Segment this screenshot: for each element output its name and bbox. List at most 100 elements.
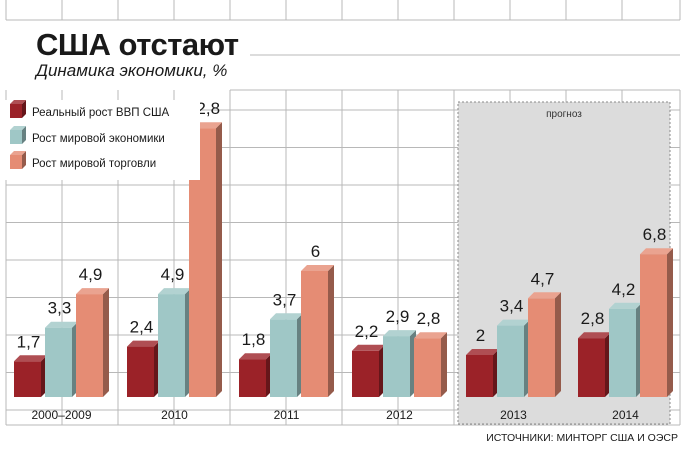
bar: [383, 330, 416, 397]
bar-side: [555, 292, 561, 397]
bar-front: [158, 294, 185, 397]
data-label: 2: [476, 326, 485, 345]
bar-front: [466, 355, 493, 397]
bar: [578, 332, 611, 397]
legend-swatch-top: [10, 151, 26, 155]
data-label: 3,7: [273, 290, 297, 309]
category-label: 2014: [612, 408, 639, 422]
data-label: 4,2: [612, 280, 636, 299]
legend: Реальный рост ВВП США Рост мировой эконом…: [4, 100, 200, 180]
legend-swatch-front: [10, 155, 22, 169]
category-label: 2012: [386, 408, 413, 422]
bar: [497, 319, 530, 397]
bar-top: [578, 332, 611, 339]
bar-front: [239, 359, 266, 397]
legend-swatch: [10, 126, 26, 144]
bar: [640, 248, 673, 397]
bar-top: [301, 265, 334, 271]
bar: [609, 302, 642, 397]
bar-side: [103, 288, 109, 397]
bar-front: [383, 336, 410, 397]
data-label: 2,8: [581, 309, 605, 328]
bars: [14, 122, 673, 397]
bar: [76, 288, 109, 397]
bar-front: [528, 298, 555, 397]
data-label: 3,4: [500, 297, 524, 316]
bar-front: [45, 327, 72, 397]
bar: [414, 332, 447, 397]
bar-top: [528, 292, 561, 299]
category-label: 2013: [500, 408, 527, 422]
bar: [270, 313, 303, 397]
bar-top: [14, 355, 47, 362]
data-label: 3,3: [48, 299, 72, 318]
bar: [528, 292, 561, 397]
data-label: 4,9: [161, 265, 185, 284]
bar-top: [383, 330, 416, 337]
legend-swatch: [10, 151, 26, 169]
bar: [239, 353, 272, 397]
legend-label: Рост мировой экономики: [32, 133, 165, 145]
bar: [301, 265, 334, 397]
bar-front: [609, 308, 636, 397]
bar-top: [270, 313, 303, 320]
bar: [466, 349, 499, 397]
bar-front: [270, 319, 297, 397]
category-labels: 2000–2009 2010 2011 2012 2013 2014: [31, 408, 639, 422]
legend-swatch-front: [10, 130, 22, 144]
bar-top: [497, 319, 530, 326]
bar-front: [497, 325, 524, 397]
bar-side: [667, 248, 673, 397]
bar-top: [640, 248, 673, 255]
bar-side: [216, 122, 222, 397]
page-subtitle: Динамика экономики, %: [34, 61, 227, 80]
legend-label: Рост мировой торговли: [32, 158, 156, 170]
bar-side: [441, 332, 447, 397]
legend-swatch-front: [10, 104, 22, 118]
legend-swatch: [10, 100, 26, 118]
data-label: 2,4: [130, 318, 154, 337]
bar: [45, 321, 78, 397]
bar-side: [328, 265, 334, 397]
data-label: 2,9: [386, 307, 410, 326]
bar-top: [466, 349, 499, 355]
bar-top: [158, 288, 191, 295]
data-label: 2,2: [355, 322, 379, 341]
header-background: [0, 0, 688, 90]
bar-top: [76, 288, 109, 295]
bar-front: [127, 346, 154, 397]
bar: [127, 340, 160, 397]
category-label: 2010: [161, 408, 188, 422]
data-label: 1,7: [17, 332, 41, 351]
bar: [14, 355, 47, 397]
bar-front: [414, 338, 441, 397]
bar-front: [352, 350, 379, 397]
source-note: ИСТОЧНИКИ: МИНТОРГ США И ОЭСР: [486, 432, 678, 444]
bar-front: [578, 338, 605, 397]
bar-top: [45, 321, 78, 328]
data-label: 6: [311, 242, 320, 261]
legend-swatch-top: [10, 126, 26, 130]
legend-swatch-side: [22, 100, 26, 118]
bar-top: [352, 344, 385, 351]
legend-swatch-top: [10, 100, 26, 104]
data-label: 2,8: [417, 309, 441, 328]
bar-front: [640, 254, 667, 397]
legend-background: [4, 100, 200, 180]
bar-top: [609, 302, 642, 309]
bar-front: [76, 294, 103, 397]
bar: [352, 344, 385, 397]
legend-label: Реальный рост ВВП США: [32, 107, 170, 119]
category-label: 2011: [274, 408, 300, 422]
bar-top: [239, 353, 272, 360]
bar: [158, 288, 191, 397]
bar-front: [14, 361, 41, 397]
bar: [189, 122, 222, 397]
data-label: 6,8: [643, 225, 667, 244]
data-label: 1,8: [242, 330, 266, 349]
legend-swatch-side: [22, 126, 26, 144]
bar-front: [301, 271, 328, 397]
bar-top: [414, 332, 447, 339]
category-label: 2000–2009: [31, 408, 91, 422]
